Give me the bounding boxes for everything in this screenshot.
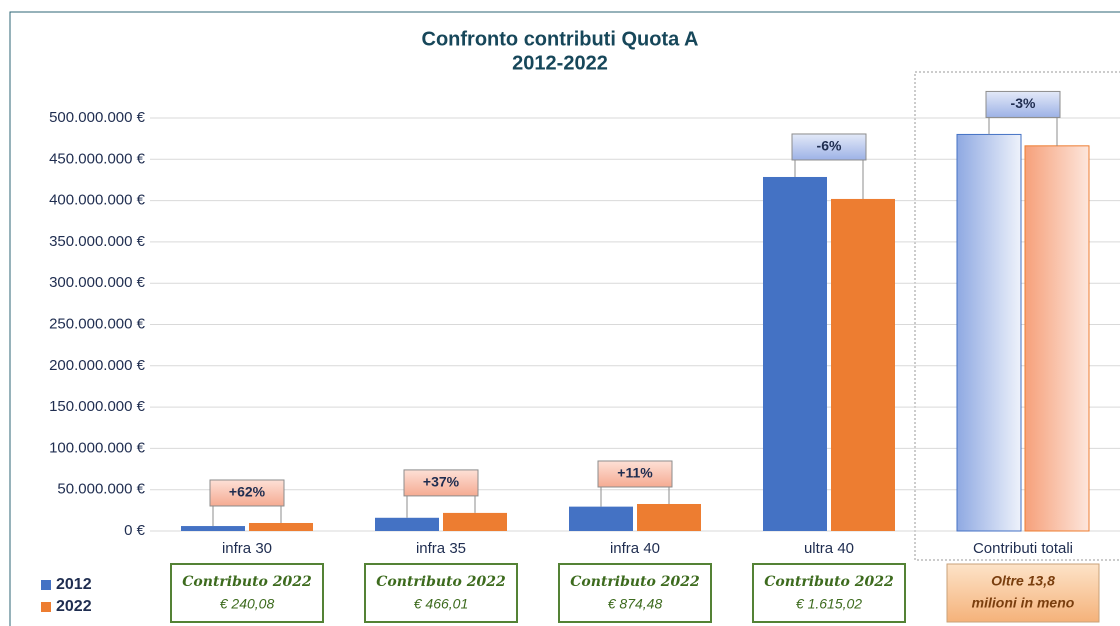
y-tick-label: 400.000.000 € xyxy=(49,192,146,209)
x-tick-label: ultra 40 xyxy=(804,540,854,557)
change-label: +37% xyxy=(423,474,460,490)
bar xyxy=(956,133,1022,532)
note-box xyxy=(364,563,518,623)
y-tick-label: 200.000.000 € xyxy=(49,357,146,374)
bar xyxy=(249,522,313,531)
note-title: Contributo 2022 xyxy=(570,574,700,590)
legend-swatch xyxy=(41,602,51,612)
note-text: milioni in meno xyxy=(972,595,1075,611)
note-box xyxy=(946,563,1100,623)
note-text: Oltre 13,8 xyxy=(991,573,1055,589)
note-value: € 1.615,02 xyxy=(796,596,862,612)
x-tick-label: infra 35 xyxy=(416,540,466,557)
note-box xyxy=(752,563,906,623)
note-value: € 874,48 xyxy=(608,596,663,612)
change-box xyxy=(985,90,1061,118)
bar xyxy=(569,506,633,531)
change-box xyxy=(791,133,867,161)
bar xyxy=(443,512,507,531)
legend-label: 2012 xyxy=(56,576,92,593)
chart-subtitle: 2012-2022 xyxy=(512,52,608,74)
x-tick-label: Contributi totali xyxy=(973,540,1073,557)
y-tick-label: 500.000.000 € xyxy=(49,109,146,126)
note-value: € 466,01 xyxy=(414,596,469,612)
x-tick-label: infra 40 xyxy=(610,540,660,557)
bar xyxy=(831,198,895,531)
y-tick-label: 50.000.000 € xyxy=(57,481,145,498)
bar xyxy=(637,503,701,531)
chart-frame xyxy=(9,11,1120,626)
bar xyxy=(181,526,245,531)
note-box xyxy=(170,563,324,623)
note-title: Contributo 2022 xyxy=(764,574,894,590)
change-box xyxy=(597,460,673,488)
note-title: Contributo 2022 xyxy=(182,574,312,590)
x-tick-label: infra 30 xyxy=(222,540,272,557)
y-tick-label: 0 € xyxy=(124,522,146,539)
note-title: Contributo 2022 xyxy=(376,574,506,590)
bar xyxy=(375,517,439,531)
chart-title: Confronto contributi Quota A xyxy=(422,28,699,50)
bar xyxy=(1024,145,1090,532)
bar xyxy=(763,176,827,532)
total-frame xyxy=(914,71,1120,561)
y-tick-label: 100.000.000 € xyxy=(49,439,146,456)
change-label: +11% xyxy=(617,465,653,481)
change-box xyxy=(403,469,479,497)
legend-swatch xyxy=(41,580,51,590)
note-value: € 240,08 xyxy=(220,596,275,612)
change-box xyxy=(209,479,285,507)
y-tick-label: 150.000.000 € xyxy=(49,398,146,415)
change-label: -6% xyxy=(817,138,842,154)
change-label: +62% xyxy=(229,484,266,500)
y-tick-label: 450.000.000 € xyxy=(49,150,146,167)
change-label: -3% xyxy=(1011,95,1036,111)
legend-label: 2022 xyxy=(56,598,92,615)
y-tick-label: 250.000.000 € xyxy=(49,315,146,332)
y-tick-label: 350.000.000 € xyxy=(49,233,146,250)
note-box xyxy=(558,563,712,623)
y-tick-label: 300.000.000 € xyxy=(49,274,146,291)
